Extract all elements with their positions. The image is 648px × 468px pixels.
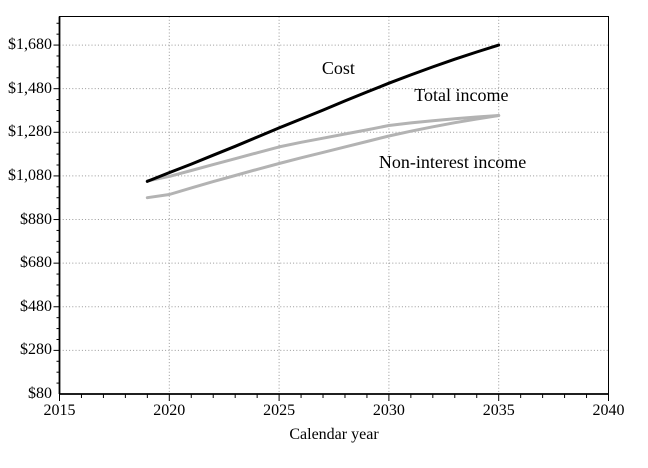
y-tick-label-680: $680 xyxy=(20,254,52,272)
cost-line xyxy=(145,43,501,183)
total-income-line-label: Total income xyxy=(414,85,509,106)
y-tick-label-1080: $1,080 xyxy=(8,166,52,184)
x-tick-label-2030: 2030 xyxy=(372,402,405,419)
x-tick-label-2020: 2020 xyxy=(153,402,186,419)
y-tick-label-1480: $1,480 xyxy=(8,79,52,97)
y-tick-label-1680: $1,680 xyxy=(8,36,52,54)
non-interest-income-line-label: Non-interest income xyxy=(378,152,527,173)
cost-line-label: Cost xyxy=(321,57,355,78)
y-tick-label-1280: $1,280 xyxy=(8,123,52,141)
y-tick-label-280: $280 xyxy=(20,341,52,359)
x-axis-title: Calendar year xyxy=(289,426,379,443)
total-income-line xyxy=(145,114,501,183)
non-interest-income-line xyxy=(145,114,501,200)
y-tick-label-480: $480 xyxy=(20,297,52,315)
x-tick-label-2040: 2040 xyxy=(592,402,625,419)
x-tick-label-2025: 2025 xyxy=(263,402,296,419)
y-tick-label-80: $80 xyxy=(28,385,52,402)
x-tick-label-2035: 2035 xyxy=(482,402,515,419)
y-tick-label-880: $880 xyxy=(20,210,52,228)
x-tick-label-2015: 2015 xyxy=(43,402,76,419)
